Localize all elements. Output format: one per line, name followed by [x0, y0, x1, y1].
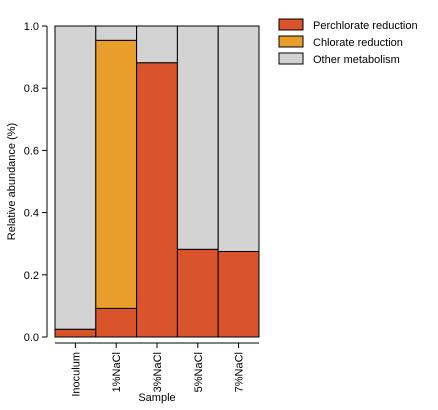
legend-swatch: [278, 18, 304, 31]
legend: Perchlorate reduction Chlorate reduction O…: [278, 18, 418, 66]
x-tick-label: Inoculum: [70, 352, 82, 397]
x-tick-label: 5%NaCl: [193, 352, 205, 392]
bar-segment-inoculum-s0: [54, 328, 97, 338]
bar-segment-1nacl-s2: [95, 25, 138, 41]
x-tick-label: 7%NaCl: [234, 352, 246, 392]
legend-label: Other metabolism: [313, 54, 400, 66]
y-tick-label: 0.4: [24, 208, 39, 220]
y-tick-label: 0.2: [24, 270, 39, 282]
y-tick-label: 1.0: [24, 21, 39, 33]
bar-segment-1nacl-s0: [95, 307, 138, 338]
x-tick-label: 1%NaCl: [111, 352, 123, 392]
bar-segment-5nacl-s0: [176, 248, 219, 338]
bar-segment-7nacl-s2: [217, 25, 260, 252]
x-axis-label: Sample: [138, 392, 175, 404]
y-tick-label: 0.0: [24, 332, 39, 344]
y-tick-label: 0.8: [24, 83, 39, 95]
legend-label: Chlorate reduction: [313, 37, 403, 49]
legend-label: Perchlorate reduction: [313, 20, 418, 32]
x-axis: Inoculum 1%NaCl 3%NaCl 5%NaCl 7%NaCl: [55, 342, 259, 397]
y-axis-label: Relative abundance (%): [6, 123, 18, 240]
legend-swatch: [278, 35, 304, 48]
bar-segment-inoculum-s2: [54, 25, 97, 330]
legend-swatch: [278, 52, 304, 65]
bar-segment-7nacl-s0: [217, 250, 260, 338]
y-tick-label: 0.6: [24, 145, 39, 157]
bar-segment-3nacl-s2: [136, 25, 178, 64]
y-axis: 0.0 0.2 0.4 0.6 0.8 1.0: [24, 21, 48, 344]
bar-segment-3nacl-s0: [136, 62, 178, 338]
bar-segment-5nacl-s2: [176, 25, 219, 250]
x-tick-label: 3%NaCl: [152, 352, 164, 392]
bars-group: [54, 25, 260, 338]
bar-segment-1nacl-s1: [95, 39, 138, 309]
